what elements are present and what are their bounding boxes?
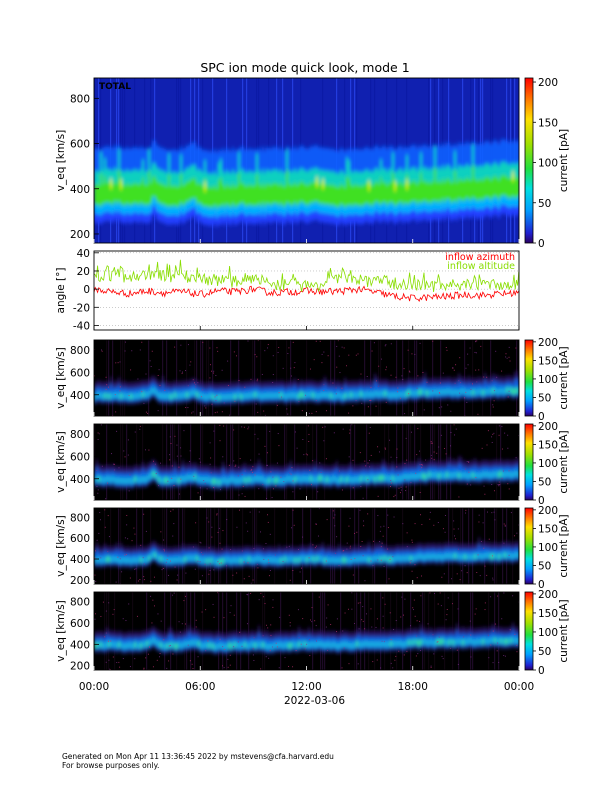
- spectrogram-total-label: TOTAL: [99, 82, 131, 92]
- spectrogram-2-cb-tick-label-50: 50: [538, 476, 551, 488]
- spectrogram-total-cb-tick-label-150: 150: [538, 117, 558, 129]
- flow-angles-ytick-label--40: -40: [73, 320, 90, 332]
- spectrogram-2-cb-tick-label-0: 0: [538, 495, 545, 507]
- xtick-label-2: 12:00: [291, 681, 321, 693]
- spectrogram-3-ytick-label-400: 400: [70, 554, 90, 566]
- xtick-label-4: 00:00: [504, 681, 534, 693]
- footer-browse-note: For browse purposes only.: [62, 761, 160, 770]
- spectrogram-1-cb-label: current [pA]: [558, 346, 570, 409]
- spectrogram-total-cb-tick-label-50: 50: [538, 198, 551, 210]
- spectrogram-total-colorbar: [524, 77, 534, 244]
- flow-angles: -40 -20 0 20 40 angle [°] inflow azimuthinflow…: [55, 248, 520, 332]
- spectrogram-1-cb-tick-label-150: 150: [538, 355, 558, 367]
- spectrogram-total-cb-label: current [pA]: [558, 129, 570, 192]
- spectrogram-1-cb-tick-label-100: 100: [538, 374, 558, 386]
- spectrogram-3-ytick-label-800: 800: [70, 512, 90, 524]
- spectrogram-3-colorbar: [524, 507, 534, 585]
- spectrogram-2-cb-tick-label-200: 200: [538, 421, 558, 433]
- spectrogram-3-ytick-label-600: 600: [70, 533, 90, 545]
- spectrogram-4-cb-label: current [pA]: [558, 599, 570, 662]
- spectrogram-1-colorbar: [524, 339, 534, 417]
- spectrogram-total-ytick-label-200: 200: [70, 229, 90, 241]
- spectrogram-1-plasma-band: [94, 370, 519, 405]
- spectrogram-4-ytick-label-800: 800: [70, 597, 90, 609]
- spectrogram-3-cb-tick-label-150: 150: [538, 523, 558, 535]
- spectrogram-1-ytick-label-800: 800: [70, 345, 90, 357]
- spectrogram-2-cb-tick-label-150: 150: [538, 439, 558, 451]
- spectrogram-2-ytick-label-600: 600: [70, 451, 90, 463]
- spectrogram-4-plasma-band: [94, 622, 519, 655]
- spectrogram-total-cb-tick-label-0: 0: [538, 238, 545, 250]
- flow-angles-ytick-label-20: 20: [77, 266, 90, 278]
- spectrogram-2-ytick-label-400: 400: [70, 474, 90, 486]
- spectrogram-4-cb-tick-label-0: 0: [538, 665, 545, 677]
- spectrogram-4-cb-tick-label-50: 50: [538, 646, 551, 658]
- flow-angles-ytick-label-0: 0: [83, 284, 90, 296]
- spectrogram-1-cb-tick-label-200: 200: [538, 337, 558, 349]
- spectrogram-1-cb-tick-label-50: 50: [538, 392, 551, 404]
- spectrogram-total-ytick-label-800: 800: [70, 93, 90, 105]
- spectrogram-total-cb-tick-label-200: 200: [538, 77, 558, 89]
- spectrogram-2-cb-tick-label-100: 100: [538, 458, 558, 470]
- spectrogram-3-cb-tick-label-100: 100: [538, 542, 558, 554]
- flow-angles-ylabel: angle [°]: [55, 268, 67, 314]
- spectrogram-total-ylabel: v_eq [km/s]: [55, 130, 67, 191]
- spectrogram-1-ytick-label-600: 600: [70, 367, 90, 379]
- spectrogram-3-cb-tick-label-50: 50: [538, 560, 551, 572]
- xtick-label-3: 18:00: [398, 681, 428, 693]
- spectrogram-4-colorbar: [524, 591, 534, 671]
- spectrogram-3-cb-label: current [pA]: [558, 514, 570, 577]
- spectrogram-3-cb-tick-label-0: 0: [538, 579, 545, 591]
- spectrogram-2-ytick-label-800: 800: [70, 429, 90, 441]
- flow-angles-ytick-label--20: -20: [73, 302, 90, 314]
- spectrogram-4-cb-tick-label-100: 100: [538, 627, 558, 639]
- spectrogram-1-cb-tick-label-0: 0: [538, 411, 545, 423]
- spectrogram-4-ytick-label-400: 400: [70, 639, 90, 651]
- spectrogram-4-ylabel: v_eq [km/s]: [55, 600, 67, 661]
- xtick-label-1: 06:00: [185, 681, 215, 693]
- spectrogram-2-ylabel: v_eq [km/s]: [55, 431, 67, 492]
- spectrogram-1-ylabel: v_eq [km/s]: [55, 347, 67, 408]
- spectrogram-2-plasma-band: [94, 456, 519, 490]
- xtick-label-0: 00:00: [79, 681, 109, 693]
- spectrogram-total-plasma-band: [94, 139, 519, 228]
- spectrogram-4-cb-tick-label-150: 150: [538, 608, 558, 620]
- spectrogram-4-cb-tick-label-200: 200: [538, 589, 558, 601]
- flow-angles-legend-1: inflow altitude: [447, 261, 515, 272]
- spectrogram-2-colorbar: [524, 423, 534, 501]
- spectrogram-total-ytick-label-400: 400: [70, 184, 90, 196]
- spectrogram-3-cb-tick-label-200: 200: [538, 505, 558, 517]
- flow-angles-legend-0: inflow azimuth: [445, 252, 515, 263]
- spectrogram-2-cb-label: current [pA]: [558, 430, 570, 493]
- spectrogram-1-ytick-label-400: 400: [70, 390, 90, 402]
- spectrogram-total-ytick-label-600: 600: [70, 139, 90, 151]
- spectrogram-total-cb-tick-label-100: 100: [538, 158, 558, 170]
- spectrogram-total: 200 400 600 800 v_eq [km/s] 0 50 100 150 200 curre…: [55, 77, 570, 250]
- spectrogram-4-ytick-label-600: 600: [70, 618, 90, 630]
- shared-time-axis: 00:00 06:00 12:00 18:00 00:00 2022-03-06: [79, 239, 534, 707]
- date-label: 2022-03-06: [284, 695, 345, 707]
- spectrogram-3-plasma-band: [94, 537, 519, 569]
- figure-title: SPC ion mode quick look, mode 1: [200, 60, 409, 75]
- spectrogram-3-ylabel: v_eq [km/s]: [55, 515, 67, 576]
- spectrogram-4-ytick-label-200: 200: [70, 661, 90, 673]
- footer-generated: Generated on Mon Apr 11 13:36:45 2022 by…: [62, 752, 334, 761]
- flow-angles-series-1: [94, 259, 519, 292]
- flow-angles-ytick-label-40: 40: [77, 248, 90, 260]
- flow-angles-series-0: [94, 285, 519, 302]
- spectrogram-3-ytick-label-200: 200: [70, 575, 90, 587]
